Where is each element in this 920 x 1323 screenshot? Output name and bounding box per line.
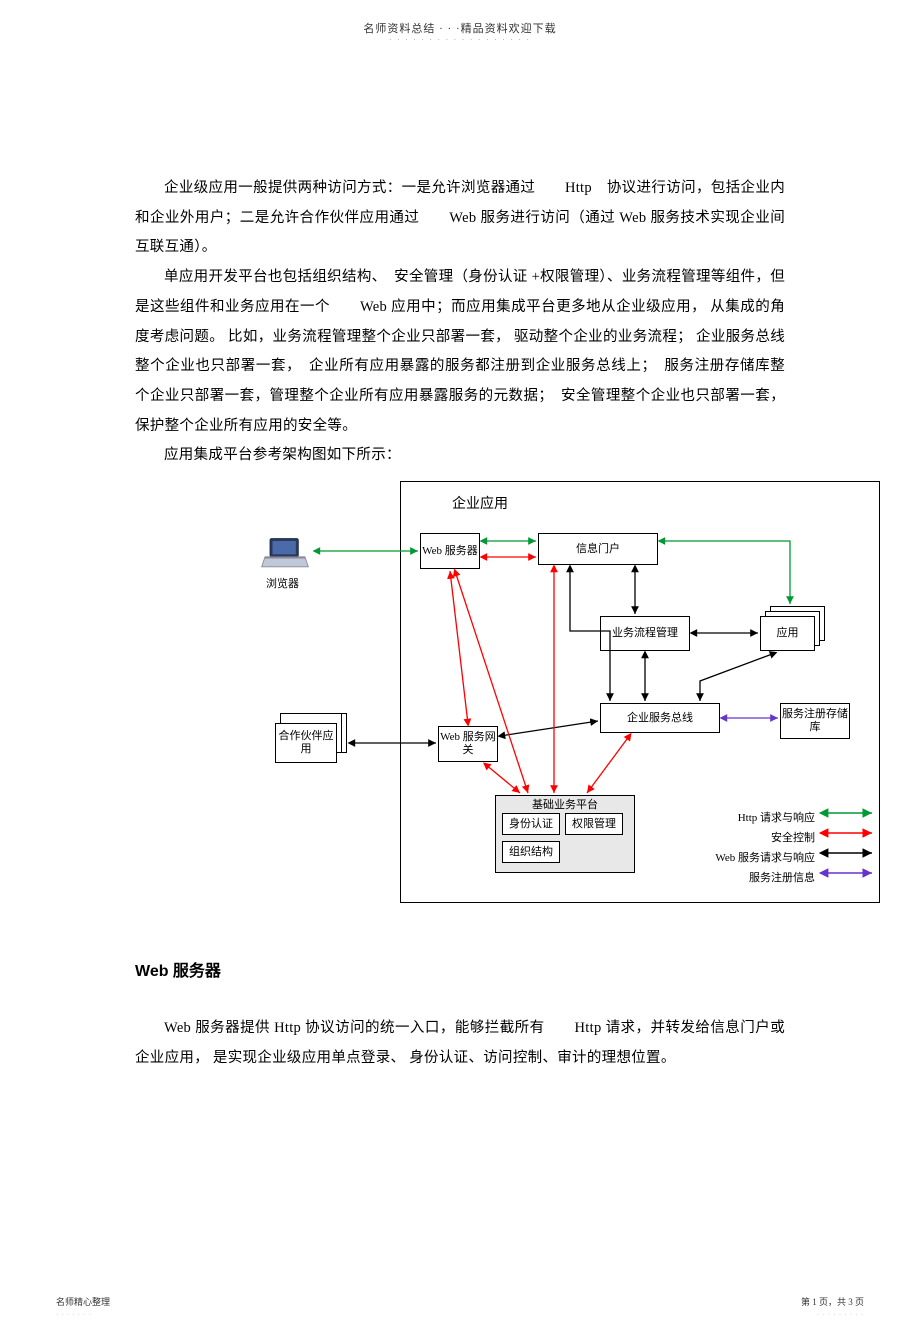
architecture-diagram: 企业应用 浏览器 Web 服务器 信息门户 业务流程管理 xyxy=(270,481,880,911)
footer-right-dots: · · · · · · · · · xyxy=(817,1312,864,1318)
footer-left: 名师精心整理 xyxy=(56,1297,110,1307)
paragraph-3: 应用集成平台参考架构图如下所示： xyxy=(135,441,785,471)
esb-label: 企业服务总线 xyxy=(627,712,693,725)
legend-4: 服务注册信息 xyxy=(650,867,815,890)
page-header: 名师资料总结 · · ·精品资料欢迎下载 xyxy=(0,20,920,36)
section-title: Web 服务器 xyxy=(135,956,785,989)
partner-stack: 合作伙伴应用 xyxy=(275,713,351,768)
header-dots: · · · · · · · · · · · · · · · · · · xyxy=(0,36,920,44)
main-content: 企业级应用一般提供两种访问方式：一是允许浏览器通过 Http 协议进行访问，包括… xyxy=(0,44,920,1073)
web-server-box: Web 服务器 xyxy=(420,533,480,569)
browser-label: 浏览器 xyxy=(266,573,299,596)
portal-label: 信息门户 xyxy=(576,543,620,556)
perm-box: 权限管理 xyxy=(565,813,623,835)
auth-label: 身份认证 xyxy=(509,818,553,831)
gateway-label: Web 服务网关 xyxy=(439,731,497,757)
app-stack: 应用 xyxy=(760,606,830,654)
web-server-label: Web 服务器 xyxy=(422,545,478,558)
org-box: 组织结构 xyxy=(502,841,560,863)
frame-label: 企业应用 xyxy=(452,491,508,520)
registry-label: 服务注册存储库 xyxy=(781,708,849,734)
esb-box: 企业服务总线 xyxy=(600,703,720,733)
base-platform-label: 基础业务平台 xyxy=(532,799,598,812)
bpm-label: 业务流程管理 xyxy=(612,627,678,640)
paragraph-4: Web 服务器提供 Http 协议访问的统一入口，能够拦截所有 Http 请求，… xyxy=(135,1014,785,1073)
gateway-box: Web 服务网关 xyxy=(438,726,498,762)
perm-label: 权限管理 xyxy=(572,818,616,831)
bpm-box: 业务流程管理 xyxy=(600,616,690,651)
app-label: 应用 xyxy=(777,627,799,640)
footer-left-dots: · · · · · · · xyxy=(56,1312,92,1318)
portal-box: 信息门户 xyxy=(538,533,658,565)
auth-box: 身份认证 xyxy=(502,813,560,835)
paragraph-2: 单应用开发平台也包括组织结构、 安全管理（身份认证 +权限管理）、业务流程管理等… xyxy=(135,263,785,441)
paragraph-1: 企业级应用一般提供两种访问方式：一是允许浏览器通过 Http 协议进行访问，包括… xyxy=(135,174,785,263)
partner-label: 合作伙伴应用 xyxy=(276,730,336,756)
registry-box: 服务注册存储库 xyxy=(780,703,850,739)
org-label: 组织结构 xyxy=(509,846,553,859)
footer-right: 第 1 页，共 3 页 xyxy=(801,1297,864,1307)
laptop-icon xyxy=(260,536,310,571)
